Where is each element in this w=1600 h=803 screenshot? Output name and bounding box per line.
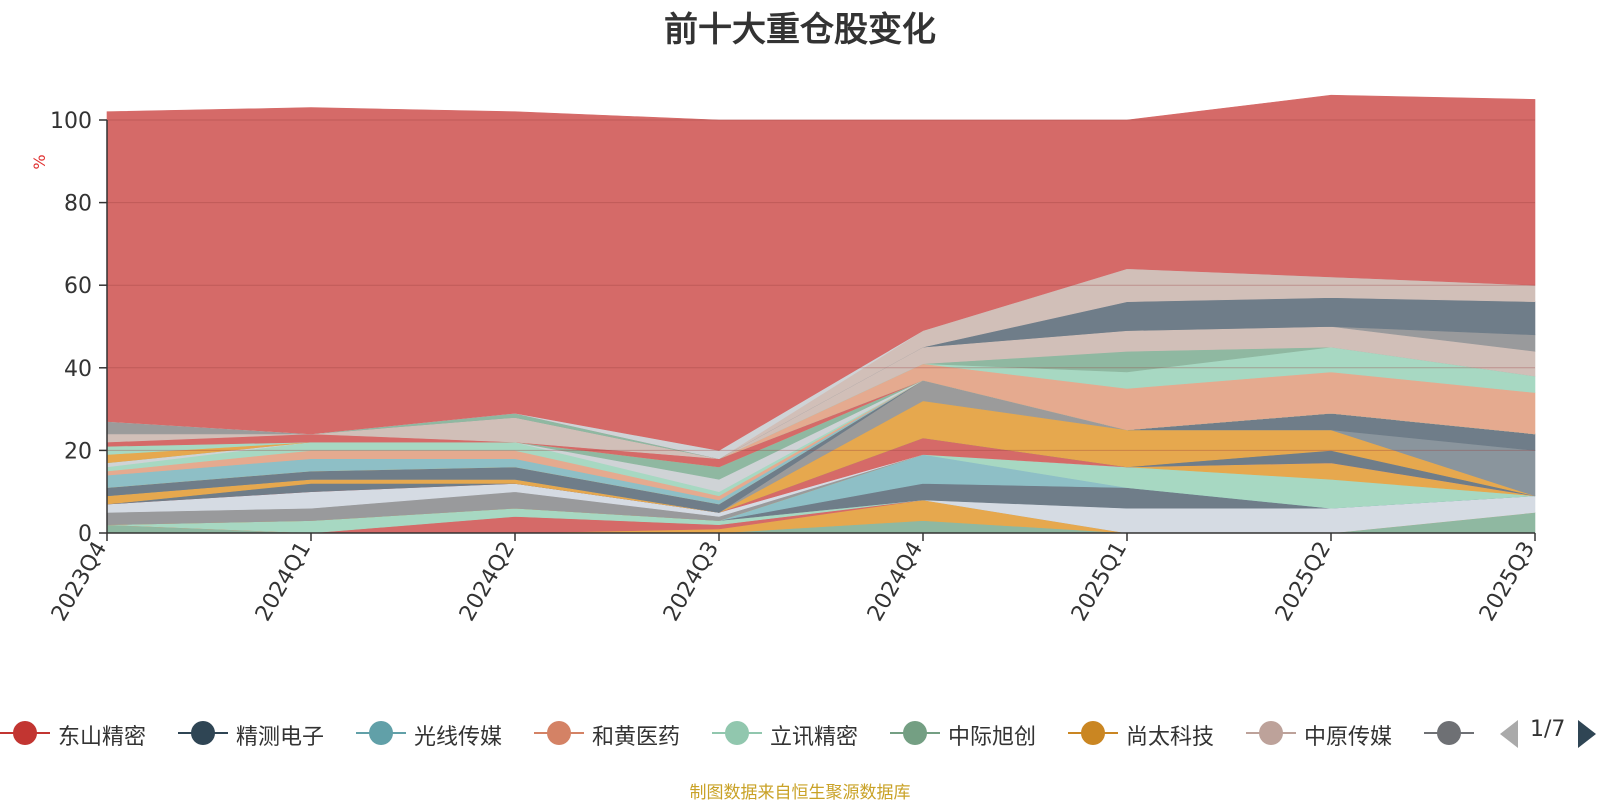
legend-dot-icon	[1081, 721, 1105, 745]
x-tick-label: 2024Q4	[863, 538, 928, 626]
y-tick-label: 40	[64, 357, 92, 382]
x-tick-label: 2025Q2	[1271, 538, 1336, 626]
y-tick-label: 20	[64, 439, 92, 464]
chart-title: 前十大重仓股变化	[664, 10, 936, 50]
legend-dot-icon	[13, 721, 37, 745]
legend-page-indicator: 1/7	[1530, 717, 1566, 742]
x-axis: 2023Q4 2024Q1 2024Q2 2024Q3 2024Q4 2025Q1 2025…	[47, 532, 1540, 626]
x-tick-label: 2024Q2	[455, 538, 520, 626]
y-axis-unit-label: %	[30, 154, 49, 169]
y-tick-label: 60	[64, 274, 92, 299]
legend-dot-icon	[191, 721, 215, 745]
x-tick-label: 2025Q1	[1067, 538, 1132, 626]
grid-lines	[107, 119, 1535, 451]
legend-label: 光线传媒	[414, 725, 503, 750]
area-series-s38	[106, 94, 1536, 451]
y-tick-label: 0	[78, 522, 92, 547]
legend-dot-icon	[903, 721, 927, 745]
legend-label: 东山精密	[58, 725, 147, 750]
legend-dot-icon	[369, 721, 393, 745]
y-tick-label: 80	[64, 192, 92, 217]
plot-areas	[106, 94, 1536, 534]
legend-dot-icon	[725, 721, 749, 745]
legend-next-page-icon[interactable]	[1578, 720, 1596, 748]
y-tick-label: 100	[50, 109, 92, 134]
legend-prev-page-icon[interactable]	[1500, 720, 1518, 748]
source-note: 制图数据来自恒生聚源数据库	[689, 783, 911, 803]
legend-label: 尚太科技	[1126, 725, 1215, 750]
legend-label: 和黄医药	[592, 725, 681, 750]
x-tick-label: 2024Q1	[251, 538, 316, 626]
legend: 东山精密 精测电子 光线传媒 和黄医药 立讯精密 中际旭创 尚太科技 中原传媒	[0, 716, 1490, 756]
y-axis: 0 20 40 60 80 100	[50, 109, 108, 547]
legend-dot-icon	[547, 721, 571, 745]
legend-label: 中际旭创	[948, 725, 1037, 750]
legend-label: 精测电子	[236, 725, 325, 750]
x-tick-label: 2023Q4	[47, 538, 112, 626]
x-tick-label: 2025Q3	[1475, 538, 1540, 626]
legend-label: 立讯精密	[770, 725, 859, 750]
x-tick-label: 2024Q3	[659, 538, 724, 626]
legend-dot-icon	[1437, 721, 1461, 745]
legend-label: 中原传媒	[1304, 725, 1393, 750]
legend-dot-icon	[1259, 721, 1283, 745]
